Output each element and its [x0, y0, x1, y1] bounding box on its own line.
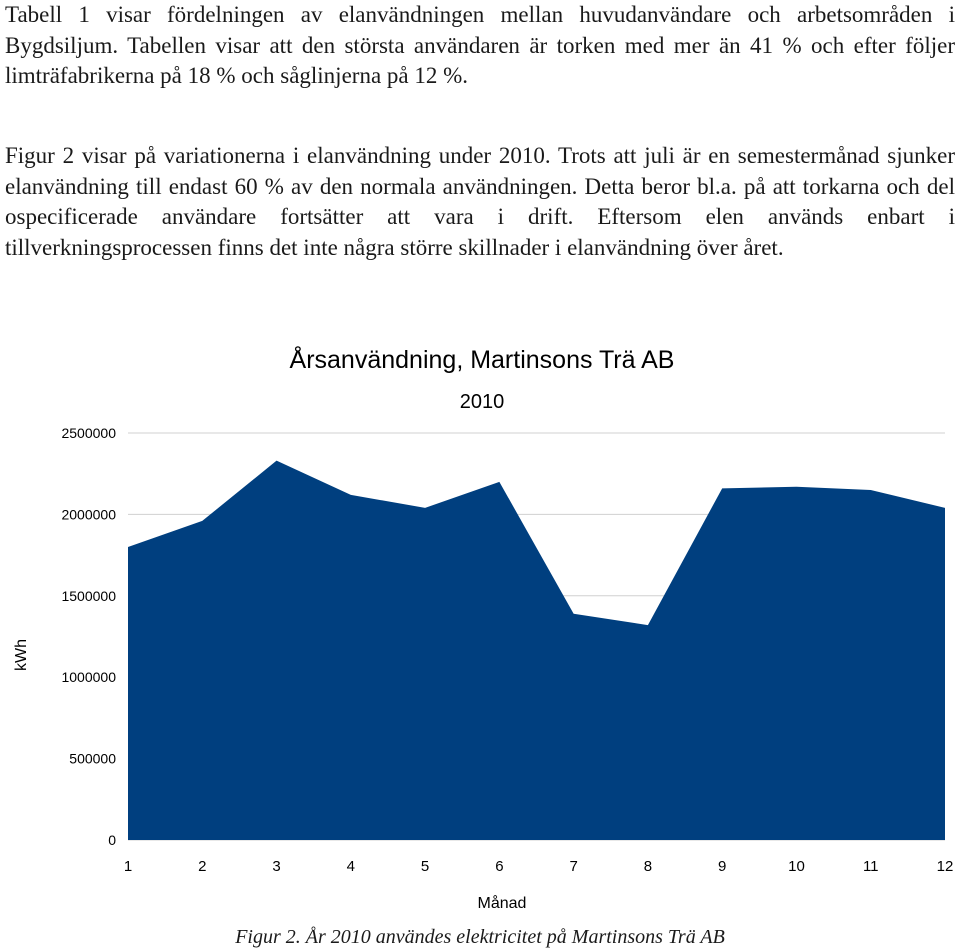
- x-tick-label: 6: [495, 858, 503, 875]
- x-axis-label: Månad: [478, 894, 527, 912]
- y-tick-labels: 0 500000 1000000 1500000 2000000 2500000: [61, 425, 116, 848]
- y-tick-label: 500000: [69, 751, 116, 767]
- paragraph-2: Figur 2 visar på variationerna i elanvän…: [5, 143, 955, 260]
- x-tick-label: 5: [421, 858, 429, 875]
- y-tick-label: 2500000: [61, 425, 116, 441]
- x-tick-label: 10: [788, 858, 805, 875]
- x-tick-label: 2: [198, 858, 206, 875]
- paragraph-1: Tabell 1 visar fördelningen av elanvändn…: [5, 2, 955, 88]
- x-tick-label: 12: [937, 858, 954, 875]
- x-tick-labels: 1 2 3 4 5 6 7 8 9 10 11 12: [124, 858, 954, 875]
- y-tick-label: 1000000: [61, 669, 116, 685]
- y-axis-label: kWh: [13, 639, 30, 671]
- x-tick-label: 8: [644, 858, 652, 875]
- y-tick-label: 1500000: [61, 588, 116, 604]
- chart-svg: Årsanvändning, Martinsons Trä AB 2010 0 5…: [13, 344, 954, 912]
- series-area-0: [128, 460, 945, 840]
- x-tick-label: 1: [124, 858, 132, 875]
- x-tick-label: 9: [718, 858, 726, 875]
- area-chart: Årsanvändning, Martinsons Trä AB 2010 0 5…: [0, 330, 960, 952]
- y-tick-label: 2000000: [61, 506, 116, 522]
- x-tick-label: 7: [569, 858, 577, 875]
- series-area-group: [127, 460, 946, 840]
- chart-subtitle: 2010: [460, 391, 505, 413]
- x-tick-label: 11: [863, 858, 879, 875]
- y-tick-label: 0: [108, 832, 116, 848]
- x-tick-label: 4: [347, 858, 355, 875]
- chart-title: Årsanvändning, Martinsons Trä AB: [290, 344, 675, 374]
- figure-caption: Figur 2. År 2010 användes elektricitet p…: [235, 926, 725, 948]
- x-tick-label: 3: [272, 858, 280, 875]
